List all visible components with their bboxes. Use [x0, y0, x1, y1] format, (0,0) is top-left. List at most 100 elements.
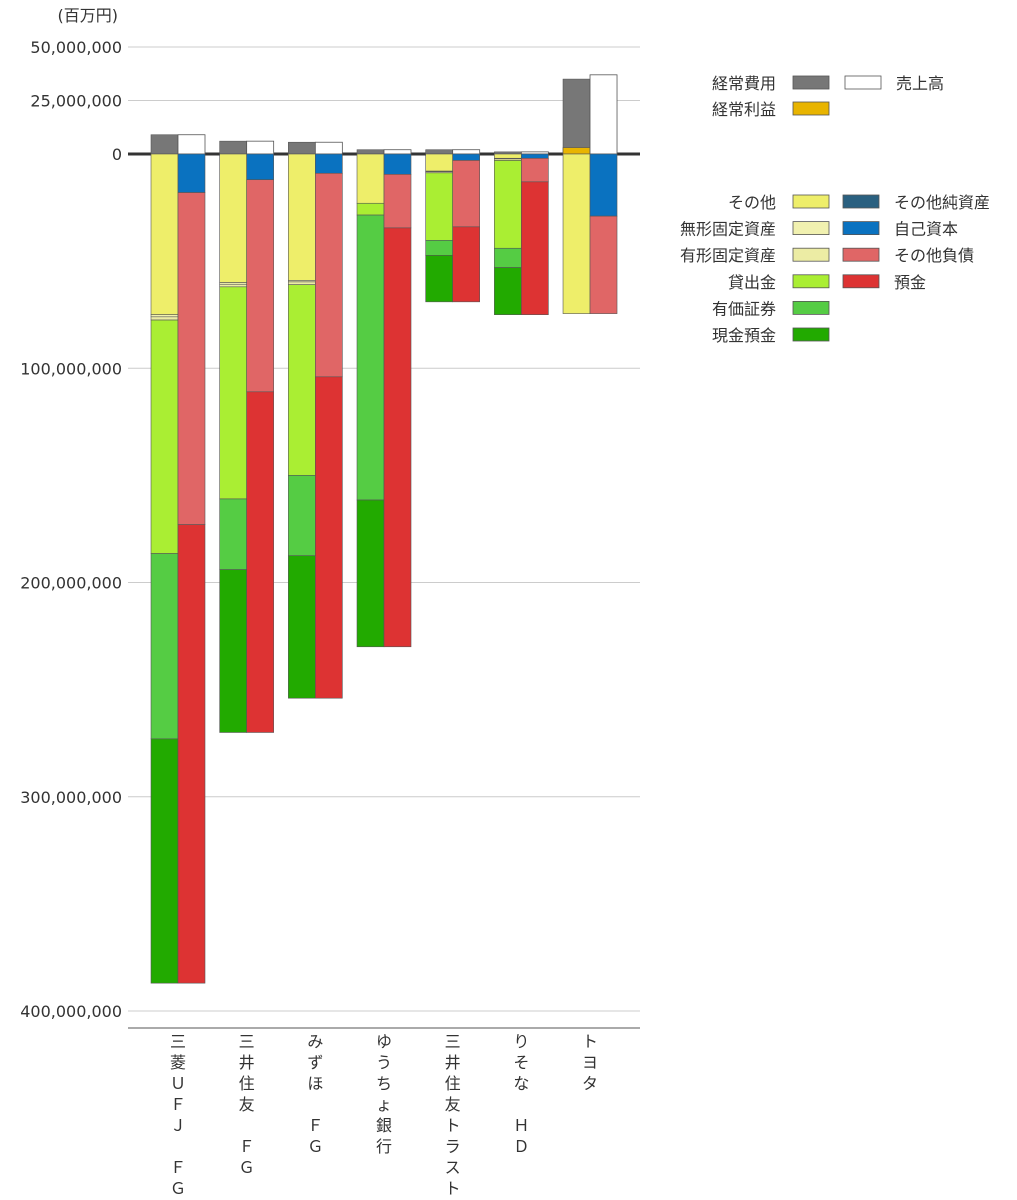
- bar-ordinary-expense: [288, 141, 316, 155]
- y-axis-unit-label: (百万円): [58, 6, 119, 25]
- legend-swatch-sonota_fusai: [842, 247, 880, 262]
- bar-asset-sonota: [288, 153, 316, 281]
- legend-label-kashidashi: 貸出金: [728, 273, 776, 292]
- category-label-char: 菱: [170, 1053, 186, 1072]
- legend-swatch-mukei: [792, 221, 830, 236]
- category-label-char: タ: [582, 1074, 598, 1093]
- category-label-char: 三: [170, 1032, 186, 1051]
- bar-asset-sonota: [494, 153, 522, 159]
- bar-liability-yokin: [383, 227, 412, 648]
- company-group: [562, 74, 618, 314]
- bar-asset-yukei: [288, 281, 316, 285]
- bar-liability-sonota_fusai: [452, 160, 480, 228]
- bar-revenue: [520, 151, 549, 155]
- bar-liability-sonota_fusai: [315, 172, 343, 378]
- bar-ordinary-expense: [150, 134, 179, 155]
- category-label-char: ト: [445, 1179, 461, 1198]
- company-group: [494, 151, 549, 315]
- category-label-char: 三: [239, 1032, 255, 1051]
- legend-label-uriage: 売上高: [896, 74, 944, 93]
- bar-stacks: [150, 74, 618, 984]
- bar-ordinary-profit: [562, 147, 591, 155]
- category-label-char: り: [513, 1032, 529, 1051]
- company-group: [219, 140, 275, 733]
- y-tick-label: 200,000,000: [20, 574, 122, 593]
- category-label-char: ヨ: [582, 1053, 598, 1072]
- bar-ordinary-expense: [494, 151, 522, 155]
- bar-liability-yokin: [177, 524, 206, 984]
- bar-asset-genkin: [494, 267, 522, 315]
- category-label-char: Ｇ: [239, 1158, 255, 1177]
- legend-swatch-genkin: [792, 327, 830, 342]
- bar-revenue: [589, 74, 618, 155]
- bar-asset-sonota: [356, 153, 385, 204]
- category-label-char: Ｈ: [513, 1116, 529, 1135]
- legend-swatch-uriage: [844, 75, 882, 90]
- legend-label-sonota_fusai: その他負債: [894, 246, 974, 265]
- bar-ordinary-expense: [425, 149, 453, 155]
- legend-swatch-sonota_jun: [842, 194, 880, 209]
- category-label-char: ス: [445, 1158, 461, 1177]
- bar-asset-kashidashi: [150, 319, 179, 554]
- bar-asset-kashidashi: [219, 286, 247, 500]
- legend-label-genkin: 現金預金: [712, 326, 776, 345]
- legend-swatch-keijo_hiyo: [792, 75, 830, 90]
- bar-asset-sonota: [150, 153, 179, 315]
- category-label-char: 銀: [376, 1116, 392, 1135]
- y-tick-label: 0: [112, 145, 122, 164]
- bar-asset-yukei: [219, 283, 247, 288]
- bar-asset-sonota: [425, 153, 453, 172]
- legend-label-yukei: 有形固定資産: [680, 246, 776, 265]
- category-label-char: 井: [445, 1053, 461, 1072]
- company-group: [356, 149, 412, 648]
- legend-swatch-kashidashi: [792, 274, 830, 289]
- bar-asset-yuka: [356, 214, 385, 501]
- category-label-char: ゆ: [376, 1032, 392, 1051]
- category-label-char: ち: [376, 1074, 392, 1093]
- category-label-char: Ｆ: [170, 1158, 186, 1177]
- bar-revenue: [452, 149, 481, 155]
- legend-label-keijo_hiyo: 経常費用: [712, 74, 776, 93]
- bar-ordinary-expense: [562, 78, 591, 155]
- category-label-char: Ｇ: [307, 1137, 323, 1156]
- category-label-char: Ｕ: [170, 1074, 186, 1093]
- y-tick-label: 50,000,000: [30, 38, 122, 57]
- y-tick-label: 25,000,000: [30, 92, 122, 111]
- bar-asset-genkin: [288, 555, 316, 699]
- bar-asset-yukei: [150, 316, 179, 321]
- category-label-char: Ｆ: [170, 1095, 186, 1114]
- bar-liability-sonota_fusai: [177, 192, 206, 525]
- bar-ordinary-expense: [219, 140, 247, 155]
- category-label-char: Ｇ: [170, 1179, 186, 1198]
- y-tick-label: 300,000,000: [20, 788, 122, 807]
- legend-label-yuka: 有価証券: [712, 299, 776, 318]
- category-label-char: Ｊ: [170, 1116, 186, 1135]
- bar-asset-yuka: [150, 553, 179, 740]
- bar-liability-yokin: [521, 181, 549, 315]
- y-axis-ticks: 50,000,000 25,000,000 0 100,000,000 200,000,…: [20, 38, 122, 1021]
- legend-swatch-yukei: [792, 247, 830, 262]
- bar-asset-genkin: [356, 499, 385, 648]
- legend-swatch-yuka: [792, 300, 830, 315]
- bar-liability-sonota_fusai: [383, 174, 412, 229]
- category-label-char: 友: [445, 1095, 461, 1114]
- bar-liability-sonota_fusai: [521, 157, 549, 183]
- bar-asset-kashidashi: [288, 284, 316, 476]
- bar-liability-jiko: [383, 153, 412, 175]
- legend-label-mukei: 無形固定資産: [680, 220, 776, 239]
- bar-liability-yokin: [246, 391, 274, 733]
- category-label-char: 行: [376, 1137, 392, 1156]
- bar-liability-sonota_fusai: [589, 215, 618, 314]
- legend-swatch-sonota: [792, 194, 830, 209]
- category-label-char: み: [307, 1032, 323, 1051]
- category-label-char: 住: [239, 1074, 255, 1093]
- category-label-char: そ: [513, 1053, 529, 1072]
- legend-swatch-keijo_rieki: [792, 101, 830, 116]
- category-label-char: 井: [239, 1053, 255, 1072]
- bar-asset-yuka: [219, 498, 247, 570]
- y-tick-label: 100,000,000: [20, 359, 122, 378]
- category-label-char: な: [513, 1074, 529, 1093]
- bar-revenue: [383, 149, 412, 155]
